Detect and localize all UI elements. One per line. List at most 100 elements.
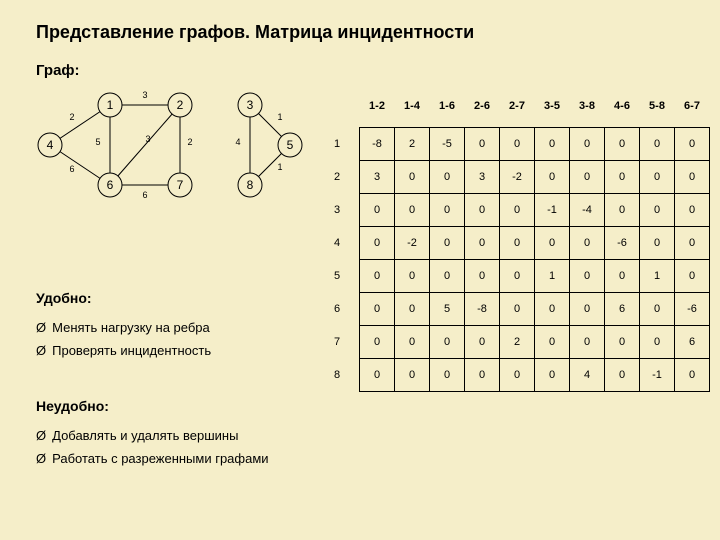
bullet-item: ØМенять нагрузку на ребра [36, 320, 211, 335]
matrix-col-header: 3-5 [535, 90, 570, 128]
matrix-cell: 0 [430, 326, 465, 359]
section-good: Удобно: [36, 290, 92, 306]
matrix-cell: 0 [675, 227, 710, 260]
matrix-cell: 0 [500, 260, 535, 293]
matrix-cell: 0 [430, 194, 465, 227]
matrix-cell: 0 [500, 128, 535, 161]
bullet-text: Проверять инцидентность [52, 343, 211, 358]
matrix-cell: 0 [535, 293, 570, 326]
matrix-row-header: 5 [320, 260, 360, 293]
svg-text:8: 8 [247, 178, 254, 192]
graph-diagram: 325321461612345678 [30, 90, 310, 240]
bullet-item: Ø Работать с разреженными графами [36, 451, 269, 466]
matrix-cell: -6 [675, 293, 710, 326]
matrix-cell: 0 [395, 326, 430, 359]
bullets-bad: ØДобавлять и удалять вершины Ø Работать с … [36, 420, 269, 474]
matrix-cell: 0 [675, 359, 710, 392]
matrix-row-header: 3 [320, 194, 360, 227]
matrix-cell: 0 [640, 161, 675, 194]
matrix-cell: 0 [570, 326, 605, 359]
svg-text:5: 5 [287, 138, 294, 152]
matrix-cell: 0 [500, 227, 535, 260]
page-title: Представление графов. Матрица инцидентно… [36, 22, 474, 43]
matrix-cell: 0 [605, 359, 640, 392]
matrix-cell: 0 [360, 326, 395, 359]
edge-weight: 1 [277, 112, 282, 122]
graph-node: 4 [38, 133, 62, 157]
section-bad: Неудобно: [36, 398, 109, 414]
matrix-cell: 0 [465, 128, 500, 161]
matrix-cell: 1 [535, 260, 570, 293]
matrix-cell: 0 [360, 260, 395, 293]
matrix-col-header: 4-6 [605, 90, 640, 128]
matrix-cell: 3 [465, 161, 500, 194]
matrix-cell: 3 [360, 161, 395, 194]
bullet-arrow-icon: Ø [36, 451, 46, 466]
matrix-cell: 0 [570, 260, 605, 293]
edge-weight: 6 [142, 190, 147, 200]
matrix-col-header: 1-6 [430, 90, 465, 128]
matrix-cell: 0 [360, 293, 395, 326]
matrix-cell: 0 [605, 326, 640, 359]
matrix-cell: 0 [500, 194, 535, 227]
bullet-text: Добавлять и удалять вершины [52, 428, 238, 443]
matrix-cell: 2 [395, 128, 430, 161]
matrix-cell: 0 [465, 326, 500, 359]
svg-text:2: 2 [177, 98, 184, 112]
edge-weight: 4 [235, 137, 240, 147]
matrix-cell: 6 [605, 293, 640, 326]
matrix-cell: 0 [675, 128, 710, 161]
matrix-cell: 0 [605, 260, 640, 293]
matrix-cell: 0 [570, 293, 605, 326]
matrix-col-header: 2-6 [465, 90, 500, 128]
matrix-cell: -6 [605, 227, 640, 260]
graph-node: 6 [98, 173, 122, 197]
edge-weight: 6 [69, 164, 74, 174]
bullet-text: Работать с разреженными графами [52, 451, 268, 466]
matrix-cell: 6 [675, 326, 710, 359]
matrix-cell: 0 [535, 128, 570, 161]
matrix-cell: 4 [570, 359, 605, 392]
matrix-cell: 0 [675, 161, 710, 194]
matrix-row-header: 4 [320, 227, 360, 260]
matrix-cell: 0 [465, 359, 500, 392]
matrix-cell: 0 [360, 359, 395, 392]
graph-node: 5 [278, 133, 302, 157]
matrix-cell: 0 [535, 326, 570, 359]
matrix-cell: 0 [465, 194, 500, 227]
matrix-cell: 0 [395, 293, 430, 326]
matrix-cell: 0 [640, 194, 675, 227]
matrix-col-header: 1-2 [360, 90, 395, 128]
svg-text:3: 3 [247, 98, 254, 112]
matrix-cell: 0 [360, 227, 395, 260]
matrix-cell: 0 [570, 128, 605, 161]
matrix-cell: 0 [430, 260, 465, 293]
matrix-row-header: 7 [320, 326, 360, 359]
matrix-cell: 0 [535, 227, 570, 260]
edge-weight: 2 [69, 112, 74, 122]
svg-text:1: 1 [107, 98, 114, 112]
matrix-cell: 0 [430, 161, 465, 194]
matrix-cell: 0 [465, 260, 500, 293]
matrix-cell: 0 [675, 260, 710, 293]
graph-node: 8 [238, 173, 262, 197]
matrix-cell: 0 [535, 359, 570, 392]
graph-node: 2 [168, 93, 192, 117]
matrix-cell: -2 [500, 161, 535, 194]
bullet-arrow-icon: Ø [36, 343, 46, 358]
matrix-col-header: 6-7 [675, 90, 710, 128]
matrix-cell: 5 [430, 293, 465, 326]
graph-node: 7 [168, 173, 192, 197]
matrix-row-header: 2 [320, 161, 360, 194]
svg-text:4: 4 [47, 138, 54, 152]
matrix-cell: -8 [360, 128, 395, 161]
graph-label: Граф: [36, 62, 80, 79]
matrix-cell: 0 [605, 128, 640, 161]
matrix-cell: -2 [395, 227, 430, 260]
matrix-col-header: 2-7 [500, 90, 535, 128]
matrix-cell: 0 [500, 359, 535, 392]
svg-text:7: 7 [177, 178, 184, 192]
matrix-cell: -4 [570, 194, 605, 227]
matrix-cell: 0 [360, 194, 395, 227]
bullet-item: ØДобавлять и удалять вершины [36, 428, 269, 443]
